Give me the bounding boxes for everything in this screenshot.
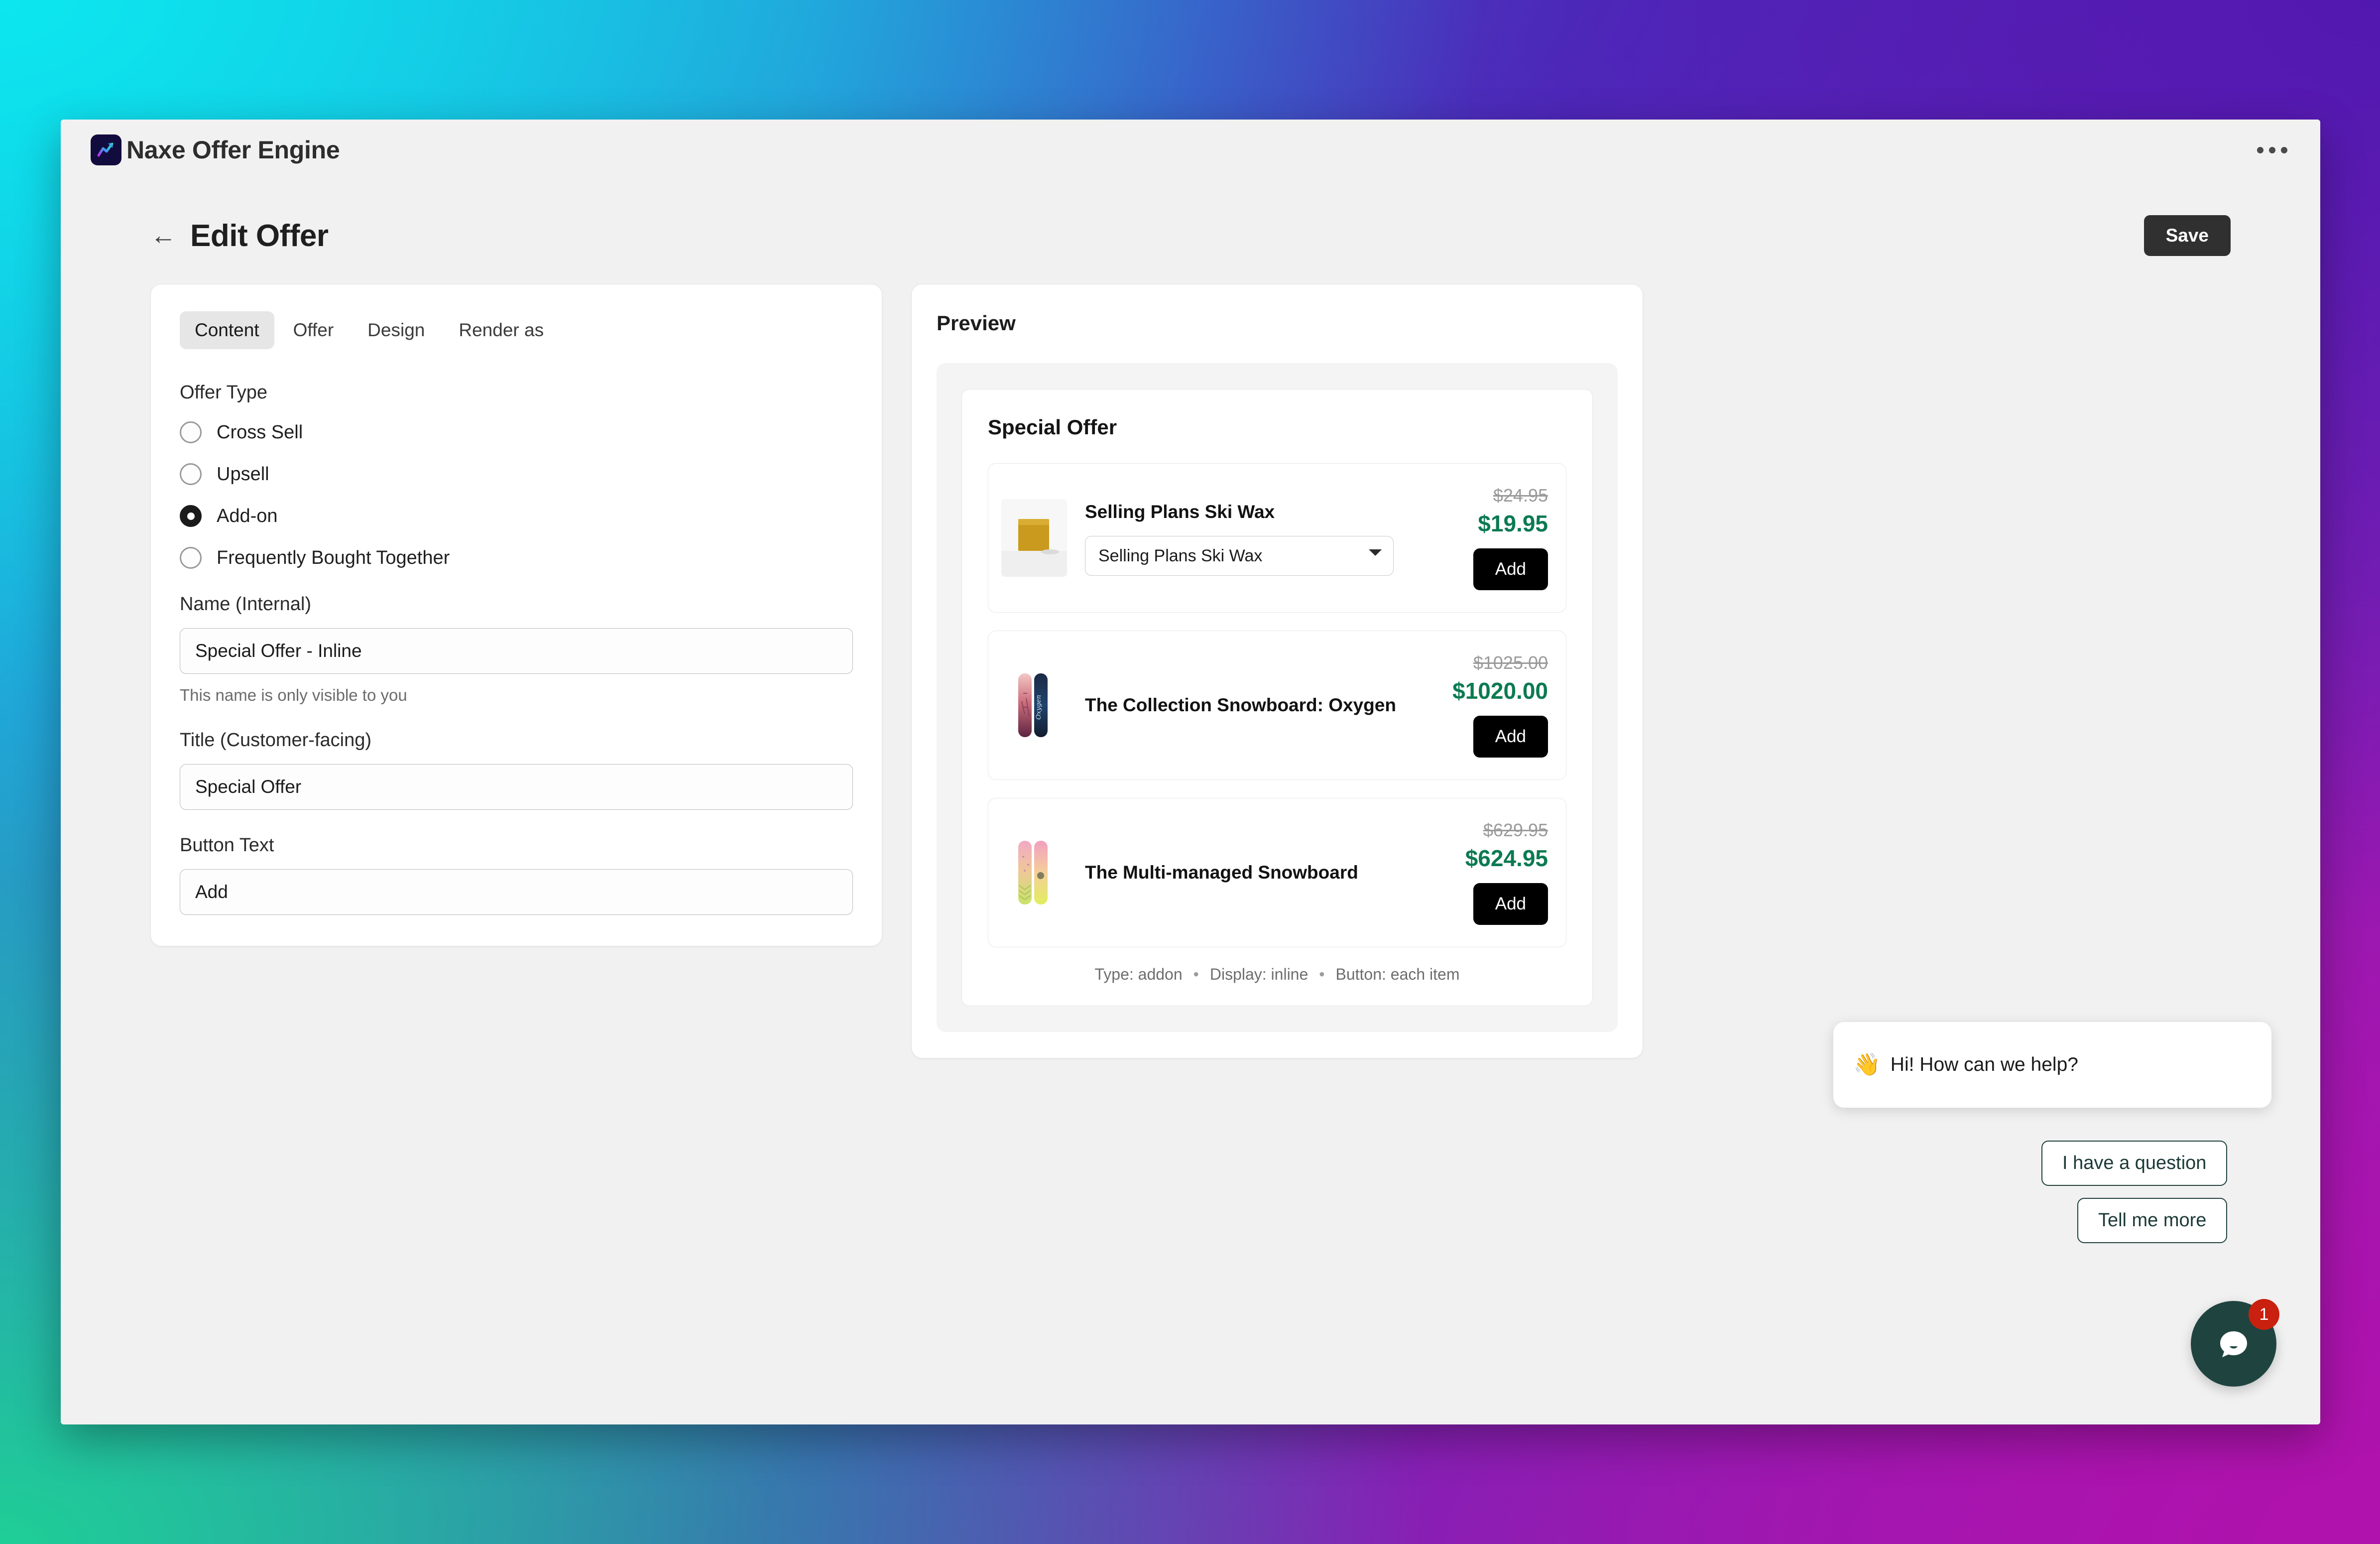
brand-name: Naxe Offer Engine — [126, 136, 340, 164]
chat-greeting-bubble[interactable]: 👋 Hi! How can we help? — [1833, 1022, 2271, 1108]
offer-item-info: Selling Plans Ski Wax Selling Plans Ski … — [1085, 500, 1455, 576]
editor-layout: Content Offer Design Render as Offer Typ… — [61, 256, 2320, 1058]
editor-panel: Content Offer Design Render as Offer Typ… — [150, 284, 882, 946]
page-header: ← Edit Offer Save — [61, 180, 2320, 256]
offer-item-info: The Multi-managed Snowboard — [1085, 861, 1447, 885]
offer-preview-card: Special Offer — [961, 389, 1593, 1006]
name-input[interactable] — [180, 628, 853, 674]
title-input[interactable] — [180, 764, 853, 810]
offer-type-label: Offer Type — [180, 382, 268, 403]
ski-wax-bar-icon — [1001, 499, 1067, 577]
radio-cross-sell[interactable]: Cross Sell — [180, 421, 853, 443]
svg-text:Oxygen: Oxygen — [1035, 695, 1043, 720]
app-topbar: Naxe Offer Engine — [61, 120, 2320, 180]
price-original: $629.95 — [1483, 820, 1548, 841]
chat-greeting-text: Hi! How can we help? — [1890, 1054, 2078, 1075]
offer-title: Special Offer — [988, 415, 1117, 439]
price-discounted: $624.95 — [1465, 845, 1548, 872]
button-text-input[interactable] — [180, 869, 853, 915]
app-window: Naxe Offer Engine ← Edit Offer Save Cont… — [61, 120, 2320, 1424]
price-original: $1025.00 — [1473, 652, 1548, 673]
offer-item: Oxygen The Collection Snowboard: Oxygen … — [988, 631, 1566, 780]
offer-item: Selling Plans Ski Wax Selling Plans Ski … — [988, 463, 1566, 613]
quick-reply-question[interactable]: I have a question — [2041, 1141, 2228, 1186]
meta-separator: • — [1193, 965, 1199, 983]
name-field-label: Name (Internal) — [180, 594, 311, 615]
tab-render-as[interactable]: Render as — [459, 320, 544, 340]
tab-content[interactable]: Content — [180, 311, 274, 349]
meta-display: Display: inline — [1209, 965, 1309, 983]
chat-quick-replies: I have a question Tell me more — [2041, 1141, 2228, 1243]
offer-item-name: The Collection Snowboard: Oxygen — [1085, 694, 1396, 715]
chat-launcher-button[interactable]: 1 — [2191, 1299, 2279, 1387]
price-discounted: $1020.00 — [1452, 678, 1548, 704]
offer-item-info: The Collection Snowboard: Oxygen — [1085, 693, 1434, 718]
editor-tabs: Content Offer Design Render as — [180, 311, 853, 349]
offer-item-pricing: $1025.00 $1020.00 Add — [1452, 652, 1548, 758]
waving-hand-icon: 👋 — [1853, 1052, 1881, 1077]
meta-type: Type: addon — [1094, 965, 1183, 983]
radio-frequently-bought-together[interactable]: Frequently Bought Together — [180, 547, 853, 569]
snowboard-oxygen-icon: Oxygen — [1001, 666, 1067, 744]
button-text-field-block: Button Text — [180, 835, 853, 915]
radio-label: Add-on — [217, 505, 278, 526]
kebab-menu-icon[interactable] — [2254, 140, 2290, 160]
radio-label: Cross Sell — [217, 421, 303, 443]
button-text-field-label: Button Text — [180, 835, 274, 856]
radio-indicator[interactable] — [180, 547, 202, 569]
add-to-cart-button[interactable]: Add — [1473, 883, 1548, 925]
tab-offer[interactable]: Offer — [293, 320, 334, 340]
tab-design[interactable]: Design — [367, 320, 425, 340]
radio-indicator-selected[interactable] — [180, 505, 202, 527]
save-button[interactable]: Save — [2143, 215, 2231, 256]
meta-button: Button: each item — [1335, 965, 1460, 983]
offer-item-name: The Multi-managed Snowboard — [1085, 862, 1358, 883]
title-field-label: Title (Customer-facing) — [180, 730, 372, 751]
offer-item: The Multi-managed Snowboard $629.95 $624… — [988, 798, 1566, 947]
price-original: $24.95 — [1493, 485, 1548, 506]
offer-item-pricing: $629.95 $624.95 Add — [1465, 820, 1548, 925]
radio-add-on[interactable]: Add-on — [180, 505, 853, 527]
preview-stage: Special Offer — [937, 363, 1618, 1032]
name-field-block: Name (Internal) This name is only visibl… — [180, 594, 853, 705]
price-discounted: $19.95 — [1478, 511, 1548, 537]
offer-item-pricing: $24.95 $19.95 Add — [1473, 486, 1548, 590]
arrow-left-icon[interactable]: ← — [150, 221, 176, 250]
page-title: Edit Offer — [190, 218, 329, 253]
snowboard-pastel-icon — [1001, 834, 1067, 911]
variant-select[interactable]: Selling Plans Ski Wax — [1085, 536, 1394, 576]
preview-heading: Preview — [937, 311, 1016, 335]
chat-unread-badge: 1 — [2249, 1299, 2279, 1330]
title-field-block: Title (Customer-facing) — [180, 730, 853, 810]
radio-indicator[interactable] — [180, 421, 202, 443]
chat-bubble-icon — [2220, 1331, 2247, 1357]
offer-meta: Type: addon • Display: inline • Button: … — [988, 965, 1566, 984]
preview-panel: Preview Special Offer — [911, 284, 1643, 1058]
add-to-cart-button[interactable]: Add — [1473, 548, 1548, 590]
quick-reply-tell-me-more[interactable]: Tell me more — [2077, 1198, 2228, 1243]
radio-label: Upsell — [217, 463, 269, 485]
radio-label: Frequently Bought Together — [217, 547, 450, 568]
offer-item-name: Selling Plans Ski Wax — [1085, 501, 1275, 522]
meta-separator: • — [1319, 965, 1325, 983]
radio-indicator[interactable] — [180, 463, 202, 485]
brand: Naxe Offer Engine — [91, 134, 340, 165]
chart-arrow-icon — [91, 134, 121, 165]
radio-upsell[interactable]: Upsell — [180, 463, 853, 485]
add-to-cart-button[interactable]: Add — [1473, 715, 1548, 758]
name-field-helper: This name is only visible to you — [180, 686, 407, 704]
